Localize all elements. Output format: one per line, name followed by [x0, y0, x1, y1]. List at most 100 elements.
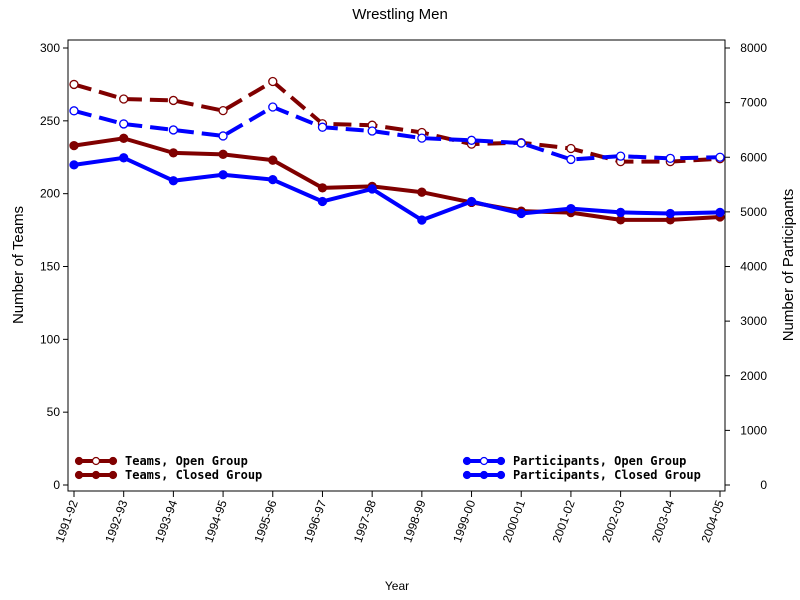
legend-item: Teams, Closed Group: [74, 468, 262, 482]
left-tick-label: 100: [40, 332, 60, 346]
data-point: [218, 105, 228, 116]
series-participants-open-group: [69, 102, 725, 165]
x-tick-label: 2000-01: [500, 498, 528, 544]
data-point: [218, 149, 228, 159]
data-point: [119, 94, 129, 104]
chart-title: Wrestling Men: [352, 6, 448, 23]
right-tick-label: 4000: [740, 260, 767, 274]
data-point: [566, 143, 576, 154]
legend-swatch-marker: [479, 456, 489, 466]
legend-label: Teams, Closed Group: [125, 468, 262, 482]
x-tick-label: 1994-95: [202, 498, 230, 544]
series-line: [73, 79, 721, 164]
data-point: [665, 153, 675, 163]
data-point: [615, 151, 626, 161]
data-point: [317, 122, 328, 132]
right-tick-label: 3000: [740, 314, 767, 328]
legend-item: Participants, Open Group: [462, 454, 686, 468]
legend-swatch-marker: [496, 456, 506, 466]
data-point: [317, 196, 328, 207]
series-line: [73, 136, 721, 222]
data-point: [516, 138, 526, 148]
legend-swatch-marker: [462, 470, 472, 480]
legend-swatch-marker: [108, 470, 118, 480]
data-point: [119, 153, 129, 163]
data-point: [268, 174, 278, 185]
data-point: [119, 119, 129, 129]
series-teams-closed-group: [69, 133, 725, 225]
left-tick-label: 0: [53, 478, 60, 492]
data-point: [317, 183, 328, 193]
y-axis-title: Number of Teams: [10, 206, 27, 324]
data-point: [168, 125, 179, 135]
right-tick-label: 0: [760, 478, 767, 492]
data-point: [69, 140, 79, 151]
x-tick-label: 1997-98: [351, 498, 379, 544]
data-point: [218, 131, 228, 141]
right-tick-label: 5000: [740, 205, 767, 219]
x-axis-title: Year: [385, 579, 409, 593]
x-tick-label: 1992-93: [102, 498, 130, 544]
right-tick-label: 8000: [740, 41, 767, 55]
data-point: [466, 135, 477, 145]
legend-swatch-marker: [496, 470, 506, 480]
data-point: [268, 155, 278, 165]
legend-label: Participants, Open Group: [513, 454, 686, 468]
right-tick-label: 7000: [740, 96, 767, 110]
data-point: [367, 184, 377, 194]
legend-swatch-marker: [108, 456, 118, 466]
x-tick-label: 1998-99: [400, 498, 428, 544]
data-point: [119, 133, 129, 143]
data-point: [715, 207, 725, 218]
legend-swatch-marker: [74, 456, 84, 466]
x-axis: 1991-92 1992-93 1993-94 1994-95 1995-96 1996-…: [53, 491, 727, 544]
legend-swatch-marker: [91, 456, 101, 466]
left-tick-label: 150: [40, 260, 60, 274]
data-point: [268, 102, 278, 112]
data-point: [168, 176, 179, 186]
legend-swatch-marker: [91, 470, 101, 480]
legend-label: Teams, Open Group: [125, 454, 248, 468]
data-point: [615, 215, 626, 225]
x-tick-label: 1993-94: [152, 498, 180, 544]
data-point: [665, 208, 675, 219]
series-line: [73, 155, 721, 223]
series-layer: [69, 76, 725, 225]
series-line: [73, 104, 721, 162]
data-point: [367, 126, 377, 136]
x-tick-label: 1995-96: [251, 498, 279, 544]
y2-axis-title: Number of Participants: [780, 189, 797, 342]
data-point: [715, 152, 725, 162]
legend-item: Participants, Closed Group: [462, 468, 701, 482]
data-point: [417, 133, 427, 143]
x-tick-label: 2003-04: [649, 498, 677, 544]
left-tick-label: 200: [40, 187, 60, 201]
data-point: [566, 154, 576, 165]
legend-label: Participants, Closed Group: [513, 468, 701, 482]
left-tick-label: 250: [40, 114, 60, 128]
x-tick-label: 2001-02: [550, 498, 578, 544]
x-tick-label: 1999-00: [450, 498, 478, 544]
data-point: [417, 187, 427, 197]
data-point: [168, 148, 179, 158]
series-participants-closed-group: [69, 153, 725, 225]
left-tick-label: 300: [40, 41, 60, 55]
data-point: [417, 215, 427, 225]
data-point: [466, 196, 477, 207]
right-tick-label: 2000: [740, 369, 767, 383]
data-point: [268, 76, 278, 87]
right-tick-label: 6000: [740, 150, 767, 164]
right-axis: 0 1000 2000 3000 4000 5000 6000 7000 8000: [725, 41, 767, 492]
data-point: [69, 160, 79, 170]
data-point: [69, 79, 79, 90]
data-point: [566, 203, 576, 214]
legend-swatch-marker: [74, 470, 84, 480]
data-point: [168, 95, 179, 106]
x-tick-label: 2004-05: [699, 498, 727, 544]
data-point: [69, 106, 79, 116]
data-point: [615, 207, 626, 218]
data-point: [516, 208, 526, 219]
x-tick-label: 1996-97: [301, 498, 329, 544]
